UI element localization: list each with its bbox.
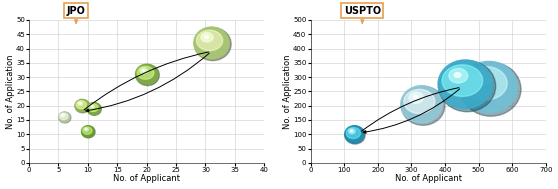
Ellipse shape bbox=[91, 106, 93, 107]
Ellipse shape bbox=[401, 86, 445, 125]
Ellipse shape bbox=[194, 27, 229, 59]
Text: JPO: JPO bbox=[67, 6, 85, 16]
Ellipse shape bbox=[59, 112, 71, 123]
Ellipse shape bbox=[472, 70, 492, 86]
Ellipse shape bbox=[78, 102, 83, 105]
Ellipse shape bbox=[136, 64, 159, 86]
Ellipse shape bbox=[439, 61, 496, 112]
Ellipse shape bbox=[196, 30, 223, 51]
Ellipse shape bbox=[88, 104, 98, 112]
Ellipse shape bbox=[140, 68, 148, 74]
Ellipse shape bbox=[409, 92, 424, 103]
Y-axis label: No. of Application: No. of Application bbox=[6, 54, 15, 129]
Ellipse shape bbox=[449, 68, 468, 83]
Ellipse shape bbox=[61, 114, 65, 117]
Ellipse shape bbox=[477, 75, 484, 80]
X-axis label: No. of Applicant: No. of Applicant bbox=[395, 174, 461, 184]
Ellipse shape bbox=[136, 64, 158, 84]
Ellipse shape bbox=[204, 35, 209, 38]
Ellipse shape bbox=[79, 103, 81, 104]
Ellipse shape bbox=[194, 28, 231, 60]
Ellipse shape bbox=[442, 65, 483, 96]
Ellipse shape bbox=[87, 103, 100, 115]
Ellipse shape bbox=[438, 60, 492, 108]
Ellipse shape bbox=[87, 103, 102, 115]
Ellipse shape bbox=[142, 69, 145, 71]
Ellipse shape bbox=[413, 95, 418, 99]
Ellipse shape bbox=[345, 126, 364, 143]
Ellipse shape bbox=[346, 127, 360, 139]
Ellipse shape bbox=[401, 86, 442, 123]
Ellipse shape bbox=[137, 66, 154, 79]
Ellipse shape bbox=[84, 128, 89, 131]
Ellipse shape bbox=[90, 105, 94, 108]
Ellipse shape bbox=[464, 67, 507, 100]
Y-axis label: No. of Application: No. of Application bbox=[282, 54, 291, 129]
Ellipse shape bbox=[75, 100, 90, 113]
Ellipse shape bbox=[461, 62, 521, 116]
Text: USPTO: USPTO bbox=[344, 6, 381, 16]
Ellipse shape bbox=[62, 115, 64, 116]
Ellipse shape bbox=[59, 112, 70, 122]
Ellipse shape bbox=[75, 99, 89, 112]
Ellipse shape bbox=[349, 129, 355, 134]
Ellipse shape bbox=[81, 126, 94, 137]
Ellipse shape bbox=[83, 127, 92, 134]
Ellipse shape bbox=[460, 61, 517, 113]
Ellipse shape bbox=[350, 130, 353, 132]
Ellipse shape bbox=[85, 129, 87, 130]
X-axis label: No. of Applicant: No. of Applicant bbox=[113, 174, 180, 184]
Ellipse shape bbox=[345, 126, 365, 144]
Ellipse shape bbox=[201, 33, 213, 42]
Ellipse shape bbox=[76, 101, 86, 109]
Ellipse shape bbox=[404, 89, 435, 114]
Ellipse shape bbox=[60, 113, 68, 120]
Ellipse shape bbox=[454, 73, 461, 77]
Ellipse shape bbox=[81, 126, 95, 138]
